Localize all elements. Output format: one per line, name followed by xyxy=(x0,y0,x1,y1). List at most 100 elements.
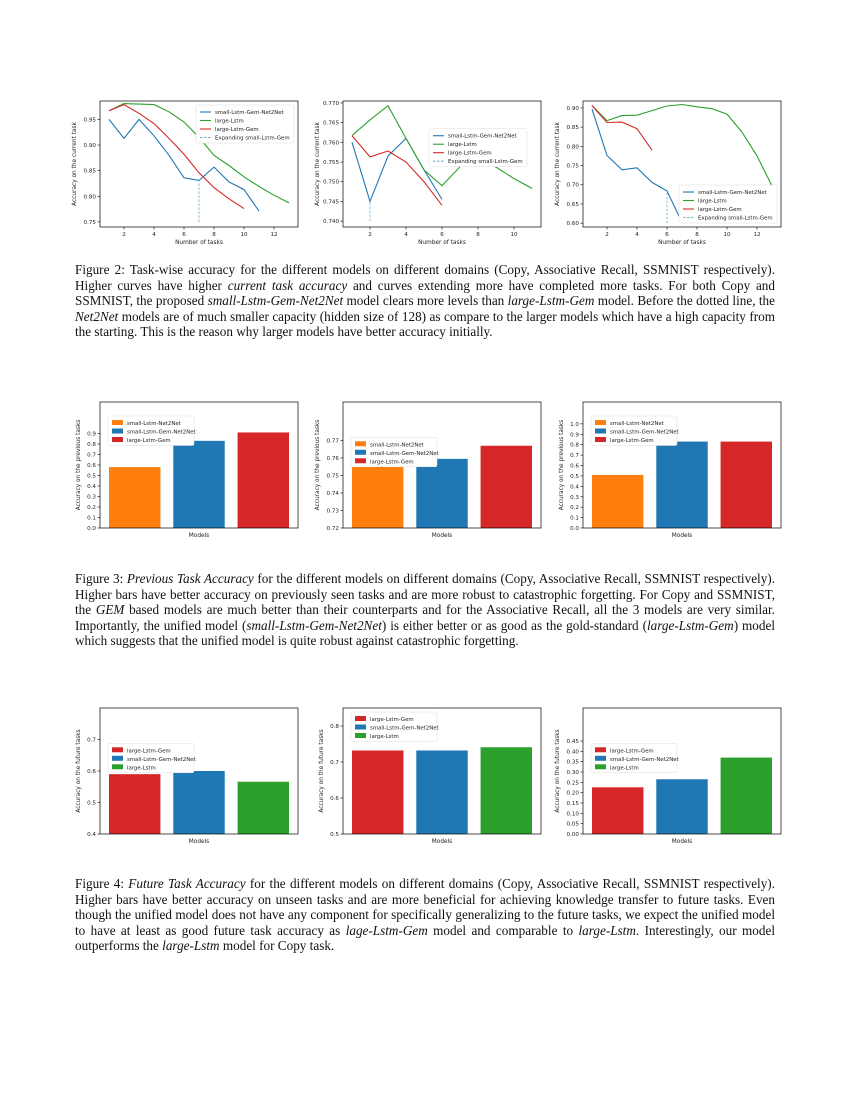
fig3-copy-bar-chart: 0.0 0.1 0.2 0.3 0.4 0.5 0.6 0.7 0.8 0.9 Models Accu… xyxy=(60,396,305,551)
plot-frame xyxy=(582,100,782,228)
y-tick-label: 0.5 xyxy=(330,832,339,838)
y-axis-label: Accuracy on the current task xyxy=(555,122,561,206)
y-tick-label: 0.8 xyxy=(570,443,579,449)
caption-emphasis: large-Lstm xyxy=(578,922,636,938)
y-tick-label: 0.760 xyxy=(323,140,339,146)
y-axis-label: Accuracy on the current task xyxy=(315,122,321,206)
y-tick-label: 0.7 xyxy=(330,760,339,766)
y-tick-label: 0.2 xyxy=(87,505,96,511)
x-tick-label: 10 xyxy=(723,232,731,238)
y-axis-label: Accuracy on the future tasks xyxy=(319,729,325,812)
series-line xyxy=(108,103,245,210)
legend-box xyxy=(107,415,195,446)
x-axis-label: Models xyxy=(672,533,692,539)
legend-label: large-Lstm-Gem xyxy=(448,151,492,157)
chart-svg: 0.740 0.745 0.750 0.755 0.760 0.765 0.770 2 4 6 8 1… xyxy=(315,100,542,246)
y-axis-label: Accuracy on the previous tasks xyxy=(315,420,321,511)
legend-box xyxy=(428,128,528,167)
x-tick-label: 10 xyxy=(510,232,518,238)
legend-label: large-Lstm-Gem xyxy=(370,717,414,723)
fig2-ssmnist-line-chart: 0.60 0.65 0.70 0.75 0.80 0.85 0.90 2 4 6 8 10 12 Numb… xyxy=(543,95,788,250)
y-tick-label: 0.4 xyxy=(87,832,96,838)
caption-emphasis: lage-Lstm-Gem xyxy=(345,922,428,938)
x-tick-label: 2 xyxy=(605,232,609,238)
legend-label: small-Lstm-Gem-Net2Net xyxy=(370,726,439,732)
y-tick-label: 0.85 xyxy=(567,125,580,131)
y-tick-label: 0.70 xyxy=(567,183,580,189)
caption-text: Figure 3: xyxy=(75,571,127,586)
caption-emphasis: large-Lstm-Gem xyxy=(507,293,595,309)
plot-frame xyxy=(99,401,299,529)
y-tick-label: 0.75 xyxy=(84,220,97,226)
y-axis-label: Accuracy on the current task xyxy=(72,122,78,206)
fig2-associative-recall-line-chart: 0.740 0.745 0.750 0.755 0.760 0.765 0.770 2 4 6 8 1… xyxy=(303,95,548,250)
y-tick-label: 0.6 xyxy=(87,769,96,775)
x-tick-label: 6 xyxy=(182,232,186,238)
legend-label: large-Lstm xyxy=(610,765,639,771)
y-tick-label: 0.750 xyxy=(323,180,339,186)
x-tick-label: 2 xyxy=(368,232,372,238)
bar xyxy=(173,440,225,528)
figure-2-caption: Figure 2: Task-wise accuracy for the dif… xyxy=(75,262,775,340)
legend-label: large-Lstm-Gem xyxy=(698,207,742,213)
y-tick-label: 0.8 xyxy=(330,724,339,730)
y-tick-label: 0.35 xyxy=(567,760,580,766)
caption-text: models are of much smaller capacity (hid… xyxy=(75,308,775,340)
series-line xyxy=(351,104,533,189)
caption-text: model. Before the dotted line, the xyxy=(594,293,775,309)
bar xyxy=(416,750,468,834)
fig2-copy-line-chart: 0.75 0.80 0.85 0.90 0.95 2 4 6 8 10 12 Number of ta… xyxy=(60,95,305,250)
caption-text: ) is either better or as good as the gol… xyxy=(381,617,647,633)
caption-text: model and comparable to xyxy=(427,922,579,938)
y-axis-label: Accuracy on the future tasks xyxy=(76,729,82,812)
y-tick-label: 0.6 xyxy=(87,463,96,469)
caption-emphasis: Future Task Accuracy xyxy=(128,876,246,891)
x-tick-label: 6 xyxy=(665,232,669,238)
legend-label: small-Lstm-Gem-Net2Net xyxy=(370,451,439,457)
y-tick-label: 0.90 xyxy=(567,106,580,112)
y-tick-label: 0.65 xyxy=(567,202,580,208)
plot-frame xyxy=(342,401,542,529)
legend-label: Expanding small-Lstm-Gem xyxy=(215,136,290,142)
x-tick-label: 10 xyxy=(240,232,248,238)
y-tick-label: 0.30 xyxy=(567,770,580,776)
fig3-associative-recall-bar-chart: 0.72 0.73 0.74 0.75 0.76 0.77 Models Accuracy o… xyxy=(303,396,548,551)
legend-label: small-Lstm-Gem-Net2Net xyxy=(215,110,284,116)
series-line xyxy=(108,118,260,212)
x-axis-label: Models xyxy=(432,839,452,845)
y-tick-label: 0.1 xyxy=(570,516,579,522)
y-tick-label: 0.80 xyxy=(84,194,97,200)
legend-swatch xyxy=(595,420,606,425)
legend-swatch xyxy=(112,420,123,425)
bar xyxy=(237,781,289,834)
legend-swatch xyxy=(355,716,366,721)
y-tick-label: 0.7 xyxy=(570,453,579,459)
fig4-ssmnist-bar-chart: 0.00 0.05 0.10 0.15 0.20 0.25 0.30 0.35 0.40 0.45… xyxy=(543,702,788,857)
bar xyxy=(109,467,161,528)
legend-swatch xyxy=(112,428,123,434)
legend: large-Lstm-Gem small-Lstm-Gem-Net2Net larg… xyxy=(590,743,679,774)
legend-swatch xyxy=(595,747,606,753)
y-tick-label: 0.85 xyxy=(84,169,97,175)
chart-svg: 0.5 0.6 0.7 0.8 Models Accuracy on the future… xyxy=(319,707,542,845)
legend-label: large-Lstm xyxy=(215,119,244,125)
chart-svg: 0.60 0.65 0.70 0.75 0.80 0.85 0.90 2 4 6 8 10 12 Numb… xyxy=(555,100,782,246)
legend-swatch xyxy=(595,755,606,761)
legend-box xyxy=(350,711,438,742)
fig4-copy-bar-chart: 0.4 0.5 0.6 0.7 Models Accuracy on the future… xyxy=(60,702,305,857)
legend-label: large-Lstm-Gem xyxy=(215,127,259,133)
legend: small-Lstm-Gem-Net2Net large-Lstm large-Ls… xyxy=(195,104,295,144)
y-tick-label: 0.3 xyxy=(570,495,579,501)
y-tick-label: 0.10 xyxy=(567,811,580,817)
y-tick-label: 0.0 xyxy=(87,526,96,532)
legend: small-Lstm-Net2Net small-Lstm-Gem-Net2Net… xyxy=(107,415,196,446)
x-tick-label: 12 xyxy=(270,232,277,238)
figure-4-caption: Figure 4: Future Task Accuracy for the d… xyxy=(75,876,775,954)
legend-swatch xyxy=(112,764,123,770)
legend-label: small-Lstm-Gem-Net2Net xyxy=(127,757,196,763)
legend-swatch xyxy=(112,747,123,753)
legend: large-Lstm-Gem small-Lstm-Gem-Net2Net larg… xyxy=(350,711,439,742)
series-line xyxy=(351,137,443,204)
caption-text: for the different models on different do… xyxy=(75,876,775,938)
y-axis-label: Accuracy on the previous tasks xyxy=(559,420,565,511)
